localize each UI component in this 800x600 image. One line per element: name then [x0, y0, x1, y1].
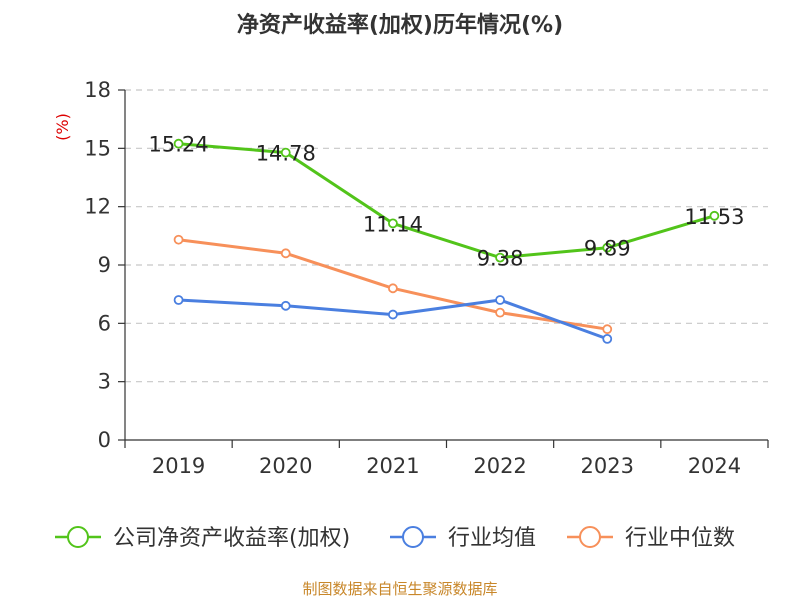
chart-title: 净资产收益率(加权)历年情况(%)	[237, 12, 563, 38]
y-tick-label: 0	[98, 428, 111, 452]
series-1-point	[602, 242, 613, 253]
y-tick-label: 12	[84, 195, 111, 219]
data-label: 15.24	[149, 133, 209, 157]
data-label: 14.78	[256, 142, 316, 166]
data-label: 9.38	[477, 247, 524, 271]
series-3-point	[602, 324, 613, 335]
series-3-point	[495, 307, 505, 318]
series-3-point	[173, 234, 184, 245]
y-tick-label: 9	[98, 253, 111, 277]
series-2-point	[495, 295, 505, 305]
series-line-1	[178, 142, 715, 260]
y-tick-label: 6	[98, 311, 111, 335]
legend-label: 公司净资产收益率(加权)	[113, 526, 350, 551]
legend-label: 行业中位数	[625, 526, 735, 551]
series-2-point	[280, 300, 291, 311]
x-tick-label: 2024	[688, 454, 741, 478]
x-tick-label: 2023	[581, 454, 634, 478]
data-label: 11.14	[363, 212, 423, 236]
x-tick-label: 2019	[152, 454, 205, 478]
x-tick-label: 2021	[366, 454, 419, 478]
series-2-point	[173, 295, 184, 305]
series-1-point	[280, 147, 291, 158]
x-tick-label: 2022	[473, 454, 526, 478]
legend-marker-2	[402, 526, 424, 548]
data-label: 11.53	[684, 205, 744, 229]
series-3-point	[280, 248, 291, 259]
data-source-note: 制图数据来自恒生聚源数据库	[302, 580, 497, 598]
legend-label: 行业均值	[448, 526, 536, 551]
y-tick-label: 18	[84, 78, 111, 102]
series-1-point	[388, 218, 398, 229]
legend-marker-3	[579, 526, 601, 548]
y-tick-label: 3	[98, 370, 111, 394]
series-1-point	[709, 210, 720, 221]
series-2-point	[602, 333, 613, 344]
data-label: 9.89	[584, 237, 631, 261]
y-axis-unit: (%)	[53, 113, 72, 141]
series-1-point	[173, 138, 184, 149]
series-1-point	[495, 252, 505, 263]
x-tick-label: 2020	[259, 454, 312, 478]
y-tick-label: 15	[84, 136, 111, 160]
series-3-point	[388, 283, 398, 294]
legend-marker-1	[67, 526, 89, 548]
series-2-point	[388, 309, 398, 320]
